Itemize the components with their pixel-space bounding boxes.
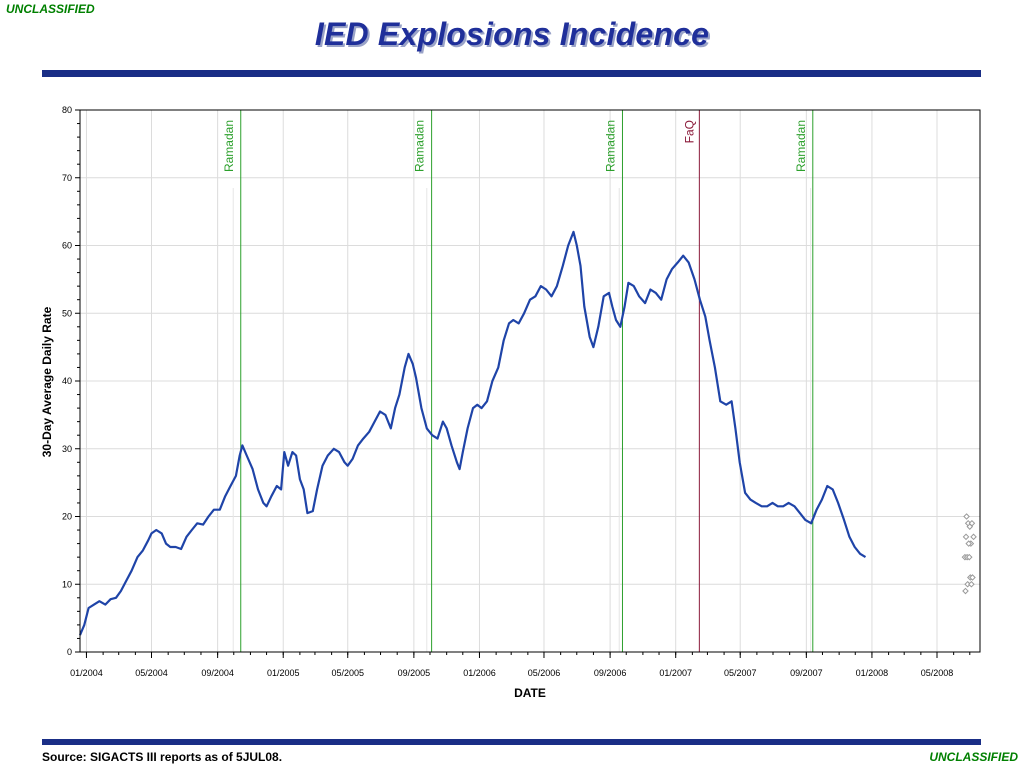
x-tick-label: 01/2005 xyxy=(267,668,300,678)
line-chart: Ramadan Ramadan Ramadan FaQ Ramadan 0 10 20 30 4… xyxy=(40,105,981,700)
scatter-point xyxy=(965,553,973,561)
series-line-0 xyxy=(78,230,867,636)
x-tick-label: 09/2004 xyxy=(201,668,234,678)
x-tick-label: 09/2007 xyxy=(790,668,823,678)
x-tick-label: 09/2005 xyxy=(398,668,431,678)
chart-grid xyxy=(80,109,980,653)
ramadan-label: Ramadan xyxy=(794,120,808,172)
chart-points xyxy=(961,513,977,595)
scatter-point xyxy=(968,580,975,588)
page-title: IED Explosions Incidence xyxy=(314,16,710,52)
x-tick-label: 01/2008 xyxy=(856,668,889,678)
chart-series xyxy=(78,230,867,636)
ramadan-label: Ramadan xyxy=(222,120,236,172)
header-divider xyxy=(42,70,981,77)
y-tick-label: 50 xyxy=(62,308,72,318)
scatter-point xyxy=(970,533,977,541)
x-tick-label: 01/2007 xyxy=(659,668,692,678)
chart-axes: 0 10 20 30 40 50 60 70 80 01/2004 05/2004 09/2004 01… xyxy=(62,105,981,678)
x-tick-label: 01/2004 xyxy=(70,668,103,678)
scatter-point xyxy=(962,533,970,541)
chart-events: Ramadan Ramadan Ramadan FaQ Ramadan xyxy=(222,110,814,652)
footer-divider xyxy=(42,739,981,745)
scatter-point xyxy=(962,587,969,595)
y-tick-label: 30 xyxy=(62,444,72,454)
scatter-point xyxy=(969,574,976,581)
y-tick-label: 70 xyxy=(62,173,72,183)
faq-label: FaQ xyxy=(682,120,696,143)
x-tick-label: 05/2007 xyxy=(724,668,757,678)
x-tick-label: 05/2005 xyxy=(331,668,364,678)
x-axis-title: DATE xyxy=(514,686,546,700)
scatter-point xyxy=(963,513,970,520)
classification-bottom: UNCLASSIFIED xyxy=(929,750,1018,764)
x-tick-label: 05/2004 xyxy=(135,668,168,678)
y-axis-title: 30-Day Average Daily Rate xyxy=(40,306,54,457)
scatter-point xyxy=(968,519,976,527)
y-tick-label: 40 xyxy=(62,376,72,386)
x-tick-label: 05/2006 xyxy=(528,668,561,678)
x-tick-label: 01/2006 xyxy=(463,668,496,678)
source-note: Source: SIGACTS III reports as of 5JUL08… xyxy=(42,750,283,764)
y-tick-label: 0 xyxy=(67,647,72,657)
y-tick-label: 80 xyxy=(62,105,72,115)
classification-top: UNCLASSIFIED xyxy=(6,2,95,16)
ramadan-label: Ramadan xyxy=(603,120,617,172)
y-tick-label: 60 xyxy=(62,241,72,251)
ramadan-label: Ramadan xyxy=(413,120,427,172)
y-tick-label: 10 xyxy=(62,579,72,589)
x-tick-label: 05/2008 xyxy=(921,668,954,678)
x-tick-label: 09/2006 xyxy=(594,668,627,678)
scatter-point xyxy=(965,540,973,547)
y-tick-label: 20 xyxy=(62,512,72,522)
plot-frame xyxy=(79,109,981,653)
